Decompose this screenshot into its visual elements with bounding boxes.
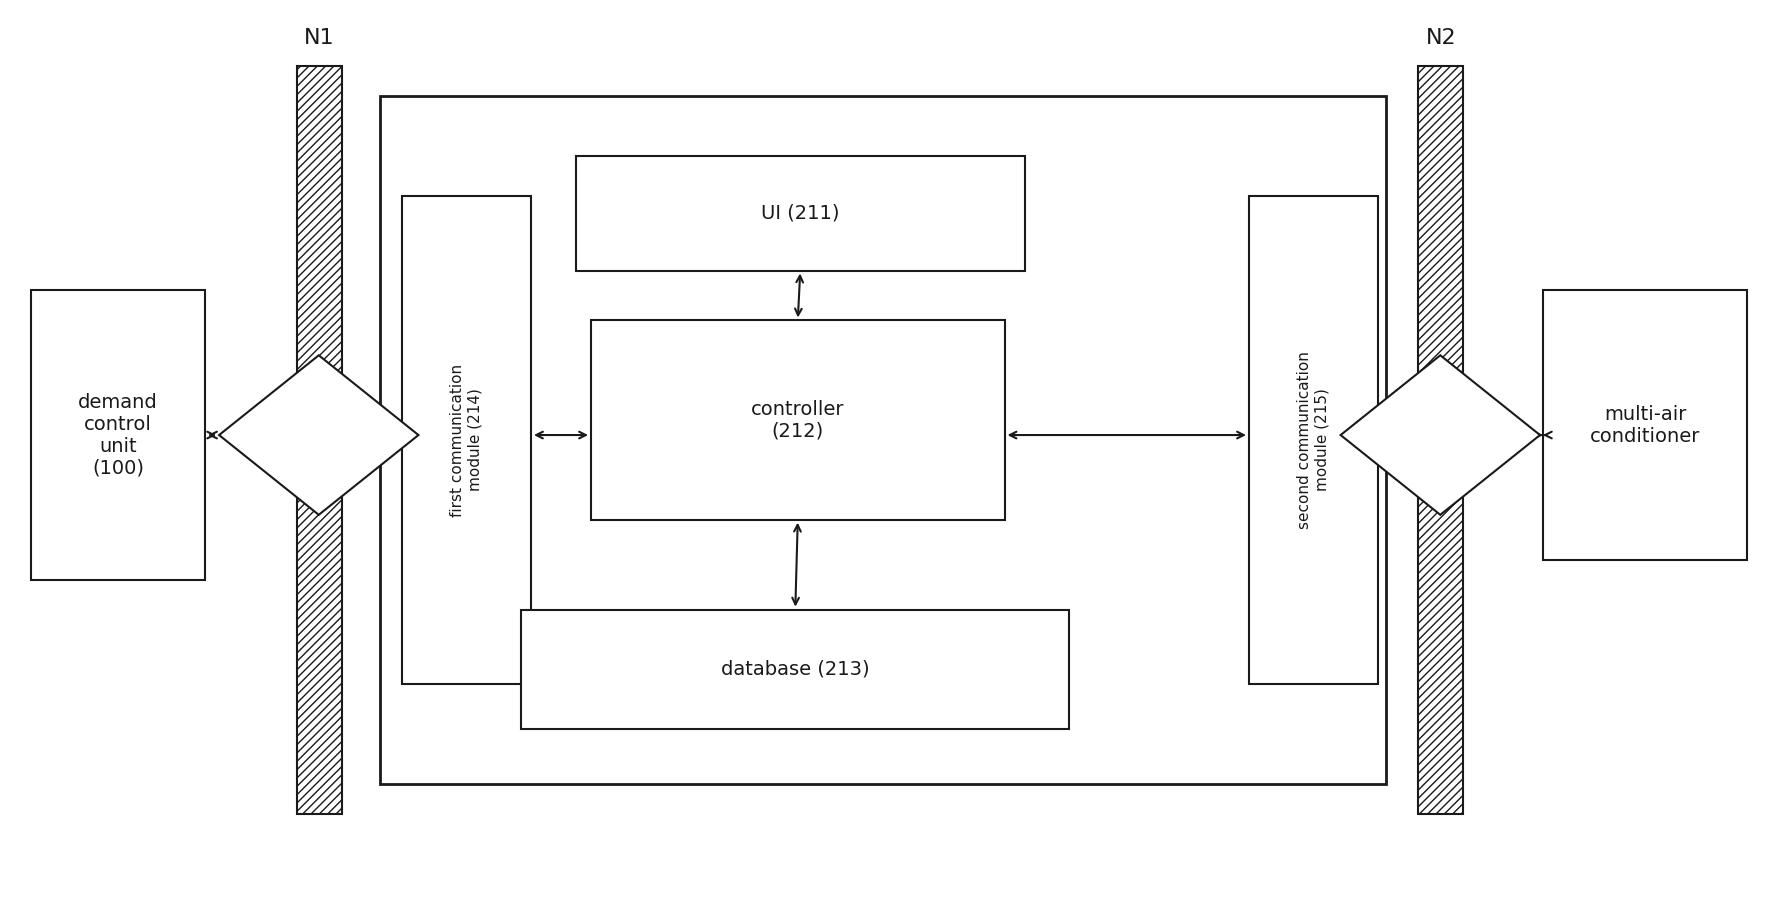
Bar [1542, 290, 1747, 559]
Bar [379, 97, 1386, 784]
Bar [30, 290, 205, 580]
Text: UI (211): UI (211) [761, 204, 840, 223]
Text: second communication
module (215): second communication module (215) [1297, 351, 1331, 529]
Bar [297, 66, 342, 814]
Text: demand
control
unit
(100): demand control unit (100) [78, 392, 158, 477]
Text: N2: N2 [1425, 28, 1455, 48]
Text: N1: N1 [304, 28, 334, 48]
Bar [402, 196, 532, 685]
Polygon shape [1341, 355, 1541, 515]
Bar [521, 610, 1069, 729]
Bar [1249, 196, 1379, 685]
Bar [1418, 66, 1464, 814]
Bar [591, 320, 1005, 520]
Text: controller
(212): controller (212) [751, 400, 845, 440]
Polygon shape [219, 355, 418, 515]
Text: multi-air
conditioner: multi-air conditioner [1590, 405, 1701, 446]
Bar [576, 156, 1025, 271]
Text: database (213): database (213) [720, 660, 870, 679]
Text: first communication
module (214): first communication module (214) [450, 364, 482, 517]
